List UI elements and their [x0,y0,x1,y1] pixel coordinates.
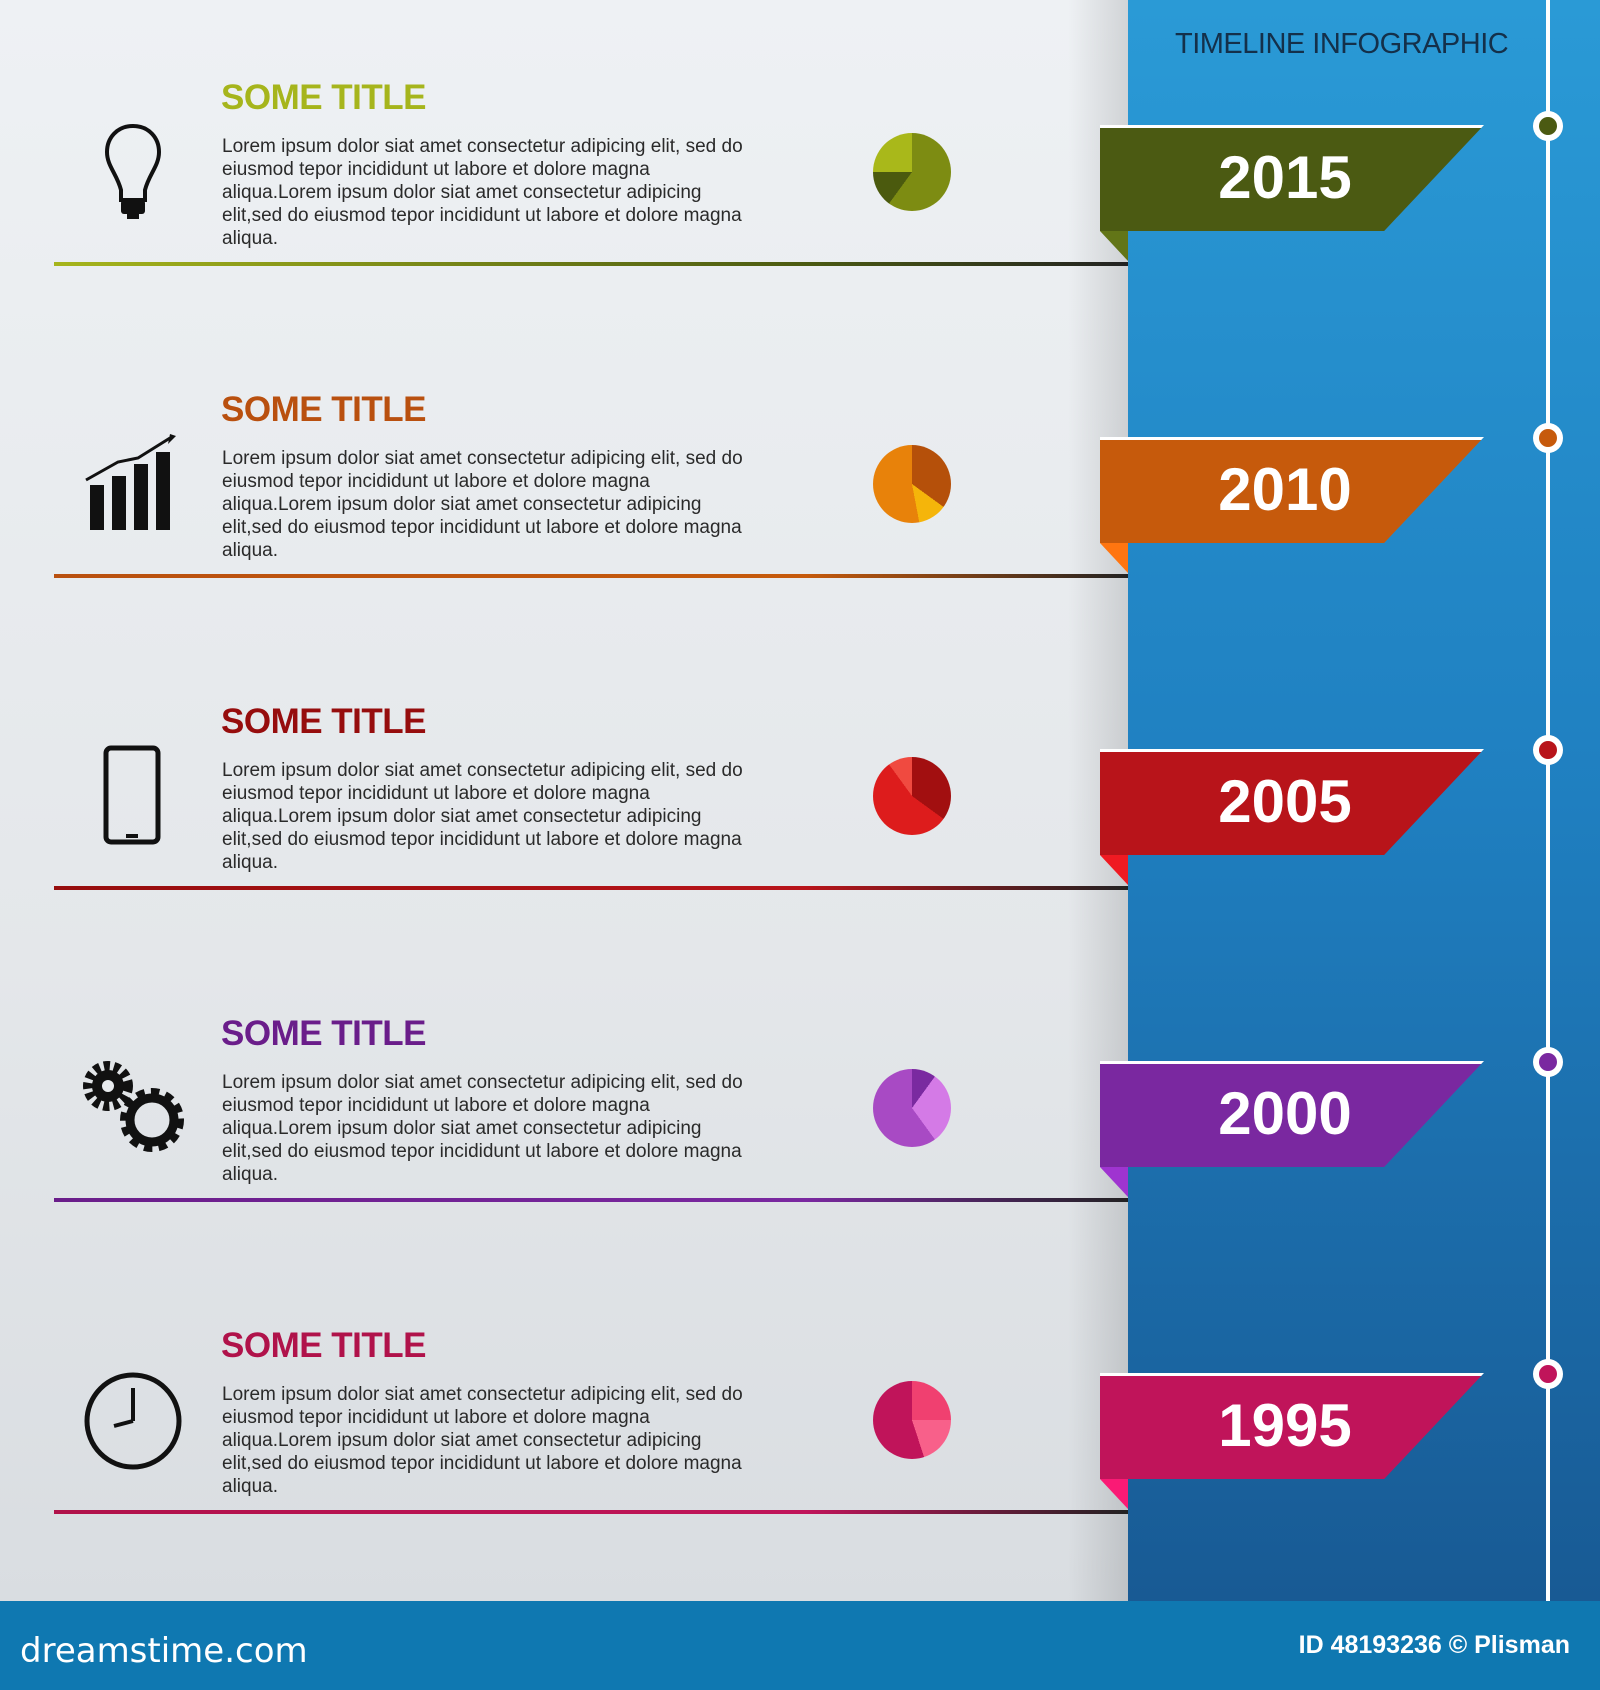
year-label: 1995 [1218,1392,1352,1459]
year-label: 2005 [1218,768,1352,835]
entry-title: SOME TITLE [221,1326,427,1365]
timeline-entry: SOME TITLE Lorem ipsum dolor siat amet c… [0,936,1128,1248]
pie-chart-icon [873,445,951,523]
timeline-node[interactable] [1533,1359,1563,1389]
year-label: 2010 [1218,456,1352,523]
smartphone-icon [78,742,188,852]
entry-divider [54,262,1128,266]
entry-description: Lorem ipsum dolor siat amet consectetur … [222,136,743,249]
timeline-line [1546,0,1550,1601]
timeline-node[interactable] [1533,735,1563,765]
gears-icon [78,1054,188,1164]
timeline-entry: SOME TITLE Lorem ipsum dolor siat amet c… [0,0,1128,312]
entry-divider [54,574,1128,578]
year-ribbon: 2015 [1100,125,1484,261]
pie-chart-icon [873,757,951,835]
entry-title: SOME TITLE [221,78,427,117]
entry-title: SOME TITLE [221,702,427,741]
pie-chart-icon [873,133,951,211]
timeline-node[interactable] [1533,423,1563,453]
page-title: TIMELINE INFOGRAPHIC [1175,28,1509,60]
year-label: 2015 [1218,144,1352,211]
growth-chart-icon [78,430,188,540]
entry-divider [54,1510,1128,1514]
pie-chart-icon [873,1069,951,1147]
pie-chart-icon [873,1381,951,1459]
lightbulb-icon [78,118,188,228]
year-ribbon: 1995 [1100,1373,1484,1509]
entry-description: Lorem ipsum dolor siat amet consectetur … [222,1072,743,1185]
clock-icon [78,1366,188,1476]
brand-logo[interactable]: dreamstime.com [20,1631,308,1671]
entry-divider [54,1198,1128,1202]
timeline-node[interactable] [1533,111,1563,141]
year-label: 2000 [1218,1080,1352,1147]
image-credit: ID 48193236 © Plisman [1298,1631,1570,1659]
timeline-entry: SOME TITLE Lorem ipsum dolor siat amet c… [0,624,1128,936]
entry-description: Lorem ipsum dolor siat amet consectetur … [222,448,743,561]
year-ribbon: 2000 [1100,1061,1484,1197]
year-ribbon: 2010 [1100,437,1484,573]
entry-description: Lorem ipsum dolor siat amet consectetur … [222,1384,743,1497]
entry-description: Lorem ipsum dolor siat amet consectetur … [222,760,743,873]
timeline-entry: SOME TITLE Lorem ipsum dolor siat amet c… [0,312,1128,624]
entry-title: SOME TITLE [221,1014,427,1053]
timeline-node[interactable] [1533,1047,1563,1077]
year-ribbon: 2005 [1100,749,1484,885]
entry-title: SOME TITLE [221,390,427,429]
entry-divider [54,886,1128,890]
footer: dreamstime.com ID 48193236 © Plisman [0,1601,1600,1690]
timeline-entry: SOME TITLE Lorem ipsum dolor siat amet c… [0,1248,1128,1560]
